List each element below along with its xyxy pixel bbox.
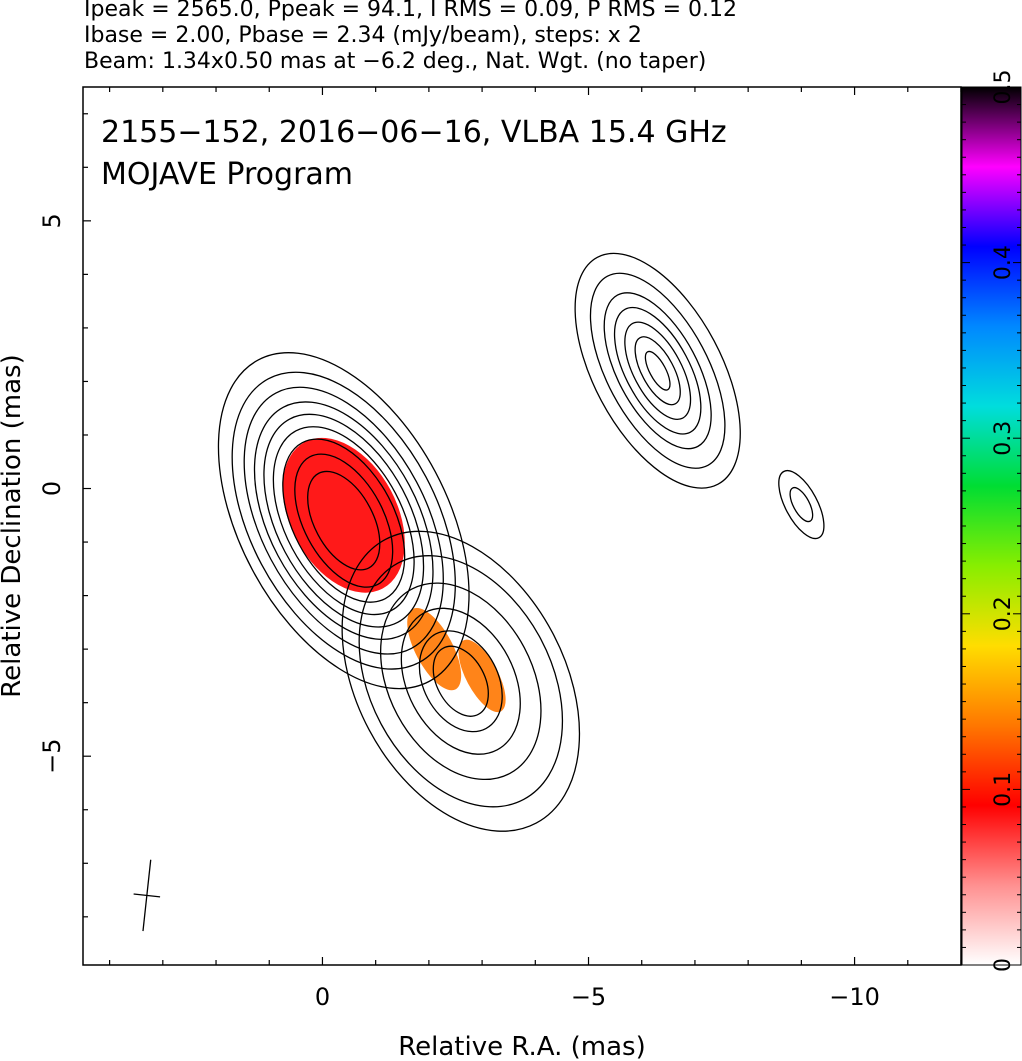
header-beam: Beam: 1.34x0.50 mas at −6.2 deg., Nat. W… (84, 49, 707, 74)
colorbar-tick-label: 0.5 (991, 70, 1016, 105)
plot-frame (82, 86, 962, 966)
axes: 0 −5 −10 5 0 −5 (38, 87, 962, 1011)
contour-outer-jet-1 (644, 350, 671, 391)
colorbar-ticks: 0 0.1 0.2 0.3 0.4 0.5 (962, 70, 1021, 972)
x-tick-label: −10 (829, 983, 880, 1011)
contour-core-9 (217, 352, 470, 690)
y-tick-label: 5 (38, 213, 66, 228)
x-axis-label: Relative R.A. (mas) (398, 1032, 645, 1061)
polarization-patch-knot-fp-east (407, 608, 462, 691)
contour-jet-knot-1-2 (418, 630, 503, 733)
contour-core-2 (294, 453, 394, 588)
colorbar (961, 86, 1022, 966)
contour-outer-jet-5 (603, 292, 712, 450)
contour-core-7 (243, 386, 444, 655)
y-tick-label: −5 (38, 739, 66, 774)
contour-core-4 (272, 426, 415, 616)
colorbar-tick-label: 0.2 (991, 596, 1016, 631)
contour-outer-jet-7 (574, 252, 741, 489)
contour-outer-jet-3 (624, 321, 692, 420)
map-layer (133, 252, 825, 932)
contour-outer-jet-4 (613, 306, 702, 435)
contour-jet-knot-1-6 (341, 530, 581, 832)
colorbar-tick-label: 0.1 (991, 772, 1016, 807)
header-peak-rms: Ipeak = 2565.0, Ppeak = 94.1, I RMS = 0.… (84, 0, 737, 22)
contour-outer-jet-2 (634, 336, 681, 406)
contour-core-6 (253, 401, 434, 641)
chart-title: 2155−152, 2016−06−16, VLBA 15.4 GHz (101, 115, 727, 150)
header-base-steps: Ibase = 2.00, Pbase = 2.34 (mJy/beam), s… (84, 23, 642, 48)
contour-jet-knot-1-5 (358, 555, 564, 808)
x-tick-label: 0 (315, 983, 330, 1011)
x-tick-label: −5 (571, 983, 606, 1011)
y-axis-label: Relative Declination (mas) (0, 354, 27, 697)
contour-outer-knot-1 (789, 486, 814, 523)
colorbar-tick-label: 0.3 (991, 421, 1016, 456)
contour-jet-knot-1-3 (400, 607, 521, 755)
polarization-patch-core-fp (282, 437, 405, 593)
y-tick-label: 0 (38, 481, 66, 496)
colorbar-tick-label: 0.4 (991, 245, 1016, 280)
polarization-patch-knot-fp-west (458, 639, 506, 713)
contour-jet-knot-1-4 (379, 582, 542, 781)
contour-core-3 (282, 438, 406, 603)
contour-core-1 (307, 470, 381, 571)
contour-jet-knot-1-1 (432, 645, 489, 717)
colorbar-tick-label: 0 (991, 958, 1016, 972)
contour-core-5 (263, 413, 425, 628)
contour-outer-knot-2 (778, 470, 825, 540)
chart-subtitle: MOJAVE Program (101, 157, 353, 192)
contour-outer-jet-6 (589, 272, 726, 469)
beam-symbol (133, 859, 161, 932)
